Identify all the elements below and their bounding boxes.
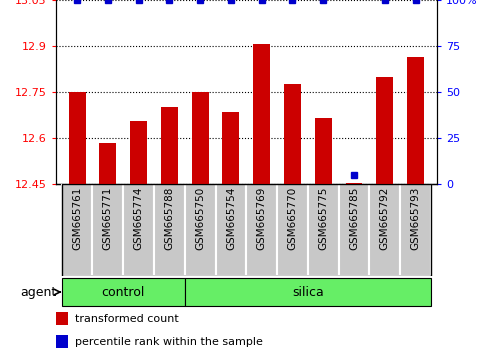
Text: GSM665792: GSM665792 bbox=[380, 187, 390, 250]
Text: percentile rank within the sample: percentile rank within the sample bbox=[75, 337, 263, 347]
Bar bbox=[56, 335, 68, 348]
Bar bbox=[161, 107, 178, 184]
Text: control: control bbox=[101, 286, 145, 298]
Bar bbox=[407, 57, 424, 184]
Bar bbox=[185, 278, 431, 306]
Bar bbox=[253, 45, 270, 184]
Bar bbox=[400, 184, 431, 276]
Bar bbox=[339, 184, 369, 276]
Bar bbox=[69, 92, 85, 184]
Bar bbox=[154, 184, 185, 276]
Bar bbox=[246, 184, 277, 276]
Bar bbox=[376, 77, 393, 184]
Text: GSM665793: GSM665793 bbox=[411, 187, 421, 250]
Bar bbox=[308, 184, 339, 276]
Text: GSM665788: GSM665788 bbox=[164, 187, 174, 250]
Text: GSM665785: GSM665785 bbox=[349, 187, 359, 250]
Text: silica: silica bbox=[292, 286, 324, 298]
Bar bbox=[284, 84, 301, 184]
Text: transformed count: transformed count bbox=[75, 314, 179, 324]
Bar bbox=[62, 184, 92, 276]
Text: GSM665761: GSM665761 bbox=[72, 187, 82, 250]
Bar bbox=[130, 121, 147, 184]
Bar bbox=[99, 143, 116, 184]
Text: GSM665770: GSM665770 bbox=[287, 187, 298, 250]
Bar bbox=[315, 118, 332, 184]
Bar bbox=[62, 278, 185, 306]
Bar bbox=[192, 92, 209, 184]
Text: GSM665771: GSM665771 bbox=[103, 187, 113, 250]
Bar bbox=[185, 184, 215, 276]
Text: GSM665775: GSM665775 bbox=[318, 187, 328, 250]
Text: agent: agent bbox=[20, 286, 56, 298]
Text: GSM665769: GSM665769 bbox=[257, 187, 267, 250]
Text: GSM665774: GSM665774 bbox=[134, 187, 143, 250]
Text: GSM665750: GSM665750 bbox=[195, 187, 205, 250]
Bar bbox=[223, 112, 240, 184]
Bar bbox=[369, 184, 400, 276]
Bar bbox=[345, 183, 363, 184]
Bar bbox=[215, 184, 246, 276]
Bar bbox=[123, 184, 154, 276]
Bar bbox=[92, 184, 123, 276]
Bar bbox=[277, 184, 308, 276]
Text: GSM665754: GSM665754 bbox=[226, 187, 236, 250]
Bar bbox=[56, 312, 68, 325]
